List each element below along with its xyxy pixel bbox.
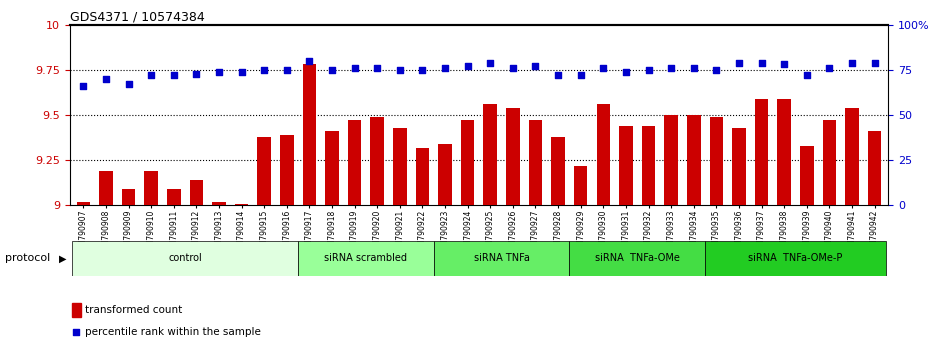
Point xyxy=(392,67,407,73)
Bar xyxy=(868,131,882,205)
Text: control: control xyxy=(168,253,202,263)
Point xyxy=(166,73,181,78)
Bar xyxy=(72,303,81,317)
Point xyxy=(551,73,565,78)
Point xyxy=(76,83,91,89)
Text: siRNA  TNFa-OMe-P: siRNA TNFa-OMe-P xyxy=(749,253,843,263)
Point xyxy=(234,69,249,75)
Point xyxy=(438,65,453,71)
Bar xyxy=(642,126,656,205)
Bar xyxy=(705,241,886,276)
Bar xyxy=(302,64,316,205)
Bar xyxy=(569,241,705,276)
Point xyxy=(99,76,113,82)
Bar xyxy=(596,104,610,205)
Bar xyxy=(190,180,203,205)
Bar xyxy=(370,117,384,205)
Point xyxy=(822,65,837,71)
Bar xyxy=(393,128,406,205)
Point xyxy=(483,60,498,65)
Text: ▶: ▶ xyxy=(59,253,66,263)
Point xyxy=(302,58,317,64)
Bar xyxy=(258,137,271,205)
Bar xyxy=(438,144,452,205)
Bar xyxy=(484,104,497,205)
Text: percentile rank within the sample: percentile rank within the sample xyxy=(85,327,260,337)
Bar xyxy=(506,108,520,205)
Point xyxy=(664,65,679,71)
Point xyxy=(326,213,341,219)
Point xyxy=(370,65,385,71)
Bar xyxy=(687,115,700,205)
Point xyxy=(460,63,475,69)
Text: protocol: protocol xyxy=(5,253,50,263)
Point xyxy=(505,65,520,71)
Point xyxy=(618,69,633,75)
Text: siRNA TNFa: siRNA TNFa xyxy=(473,253,529,263)
Point xyxy=(641,67,656,73)
Bar xyxy=(777,99,790,205)
Point xyxy=(144,73,159,78)
Bar xyxy=(326,131,339,205)
Point xyxy=(596,65,611,71)
Bar xyxy=(212,202,226,205)
Point xyxy=(257,67,272,73)
Bar xyxy=(461,120,474,205)
Point xyxy=(415,67,430,73)
Text: GDS4371 / 10574384: GDS4371 / 10574384 xyxy=(70,11,205,24)
Bar xyxy=(348,120,362,205)
Bar xyxy=(280,135,294,205)
Bar xyxy=(755,99,768,205)
Point xyxy=(211,69,226,75)
Bar xyxy=(551,137,565,205)
Point xyxy=(844,60,859,65)
Bar xyxy=(76,202,90,205)
Point xyxy=(279,67,294,73)
Point xyxy=(732,60,747,65)
Bar xyxy=(528,120,542,205)
Bar xyxy=(167,189,180,205)
Text: transformed count: transformed count xyxy=(85,305,182,315)
Bar xyxy=(299,241,433,276)
Bar xyxy=(416,148,430,205)
Bar xyxy=(619,126,632,205)
Text: siRNA scrambled: siRNA scrambled xyxy=(325,253,407,263)
Bar xyxy=(574,166,588,205)
Bar xyxy=(433,241,569,276)
Bar xyxy=(234,204,248,205)
Point xyxy=(573,73,588,78)
Bar xyxy=(710,117,724,205)
Bar xyxy=(800,146,814,205)
Point xyxy=(347,65,362,71)
Point xyxy=(121,81,136,87)
Point xyxy=(777,62,791,67)
Bar xyxy=(823,120,836,205)
Bar xyxy=(144,171,158,205)
Bar xyxy=(845,108,858,205)
Point xyxy=(189,71,204,76)
Point xyxy=(528,63,543,69)
Bar xyxy=(100,171,113,205)
Point xyxy=(754,60,769,65)
Point xyxy=(686,65,701,71)
Text: siRNA  TNFa-OMe: siRNA TNFa-OMe xyxy=(595,253,680,263)
Bar xyxy=(732,128,746,205)
Point xyxy=(799,73,814,78)
Bar xyxy=(664,115,678,205)
Point xyxy=(867,60,882,65)
Bar xyxy=(72,241,299,276)
Bar xyxy=(122,189,135,205)
Point xyxy=(709,67,724,73)
Point xyxy=(325,67,339,73)
